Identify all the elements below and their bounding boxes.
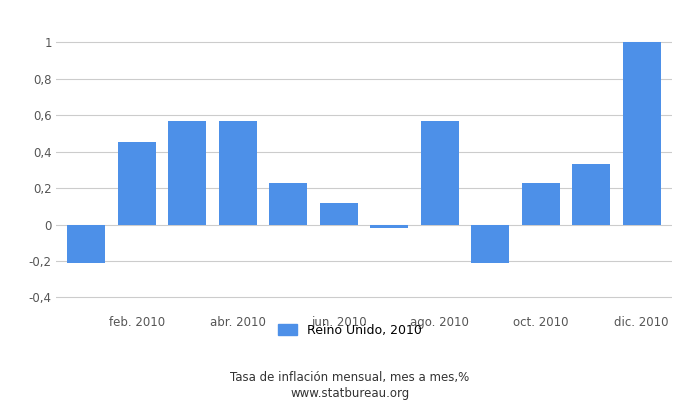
Text: www.statbureau.org: www.statbureau.org bbox=[290, 388, 410, 400]
Bar bbox=[623, 42, 661, 224]
Bar bbox=[219, 121, 257, 224]
Bar bbox=[522, 182, 560, 224]
Bar bbox=[370, 224, 408, 228]
Bar bbox=[573, 164, 610, 224]
Text: Tasa de inflación mensual, mes a mes,%: Tasa de inflación mensual, mes a mes,% bbox=[230, 372, 470, 384]
Bar bbox=[168, 121, 206, 224]
Bar bbox=[320, 203, 358, 224]
Bar bbox=[118, 142, 155, 224]
Bar bbox=[67, 224, 105, 263]
Legend: Reino Unido, 2010: Reino Unido, 2010 bbox=[273, 319, 427, 342]
Bar bbox=[421, 121, 458, 224]
Bar bbox=[270, 182, 307, 224]
Bar bbox=[471, 224, 509, 263]
